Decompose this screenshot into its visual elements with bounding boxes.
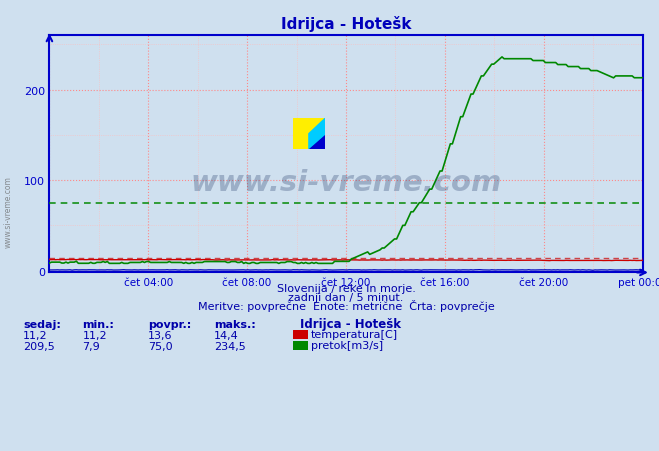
Text: 11,2: 11,2 <box>23 330 47 340</box>
Text: 13,6: 13,6 <box>148 330 173 340</box>
Text: www.si-vreme.com: www.si-vreme.com <box>190 169 501 197</box>
Text: Idrijca - Hotešk: Idrijca - Hotešk <box>300 317 401 330</box>
Text: povpr.:: povpr.: <box>148 319 192 329</box>
Text: 11,2: 11,2 <box>82 330 107 340</box>
Text: 209,5: 209,5 <box>23 341 55 351</box>
Title: Idrijca - Hotešk: Idrijca - Hotešk <box>281 16 411 32</box>
Text: maks.:: maks.: <box>214 319 256 329</box>
Text: pretok[m3/s]: pretok[m3/s] <box>311 340 383 350</box>
Text: Meritve: povprečne  Enote: metrične  Črta: povprečje: Meritve: povprečne Enote: metrične Črta:… <box>198 299 494 311</box>
Text: www.si-vreme.com: www.si-vreme.com <box>3 176 13 248</box>
Text: 14,4: 14,4 <box>214 330 239 340</box>
Text: sedaj:: sedaj: <box>23 319 61 329</box>
Text: temperatura[C]: temperatura[C] <box>311 329 398 339</box>
Text: Slovenija / reke in morje.: Slovenija / reke in morje. <box>277 283 415 293</box>
Text: min.:: min.: <box>82 319 114 329</box>
Text: zadnji dan / 5 minut.: zadnji dan / 5 minut. <box>288 292 404 302</box>
Text: 234,5: 234,5 <box>214 341 246 351</box>
Text: 75,0: 75,0 <box>148 341 173 351</box>
Text: 7,9: 7,9 <box>82 341 100 351</box>
